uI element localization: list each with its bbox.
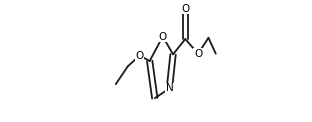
Text: O: O [181, 4, 189, 14]
Text: O: O [158, 32, 167, 42]
Text: N: N [166, 83, 173, 93]
Text: O: O [194, 49, 202, 59]
Text: O: O [135, 51, 144, 61]
